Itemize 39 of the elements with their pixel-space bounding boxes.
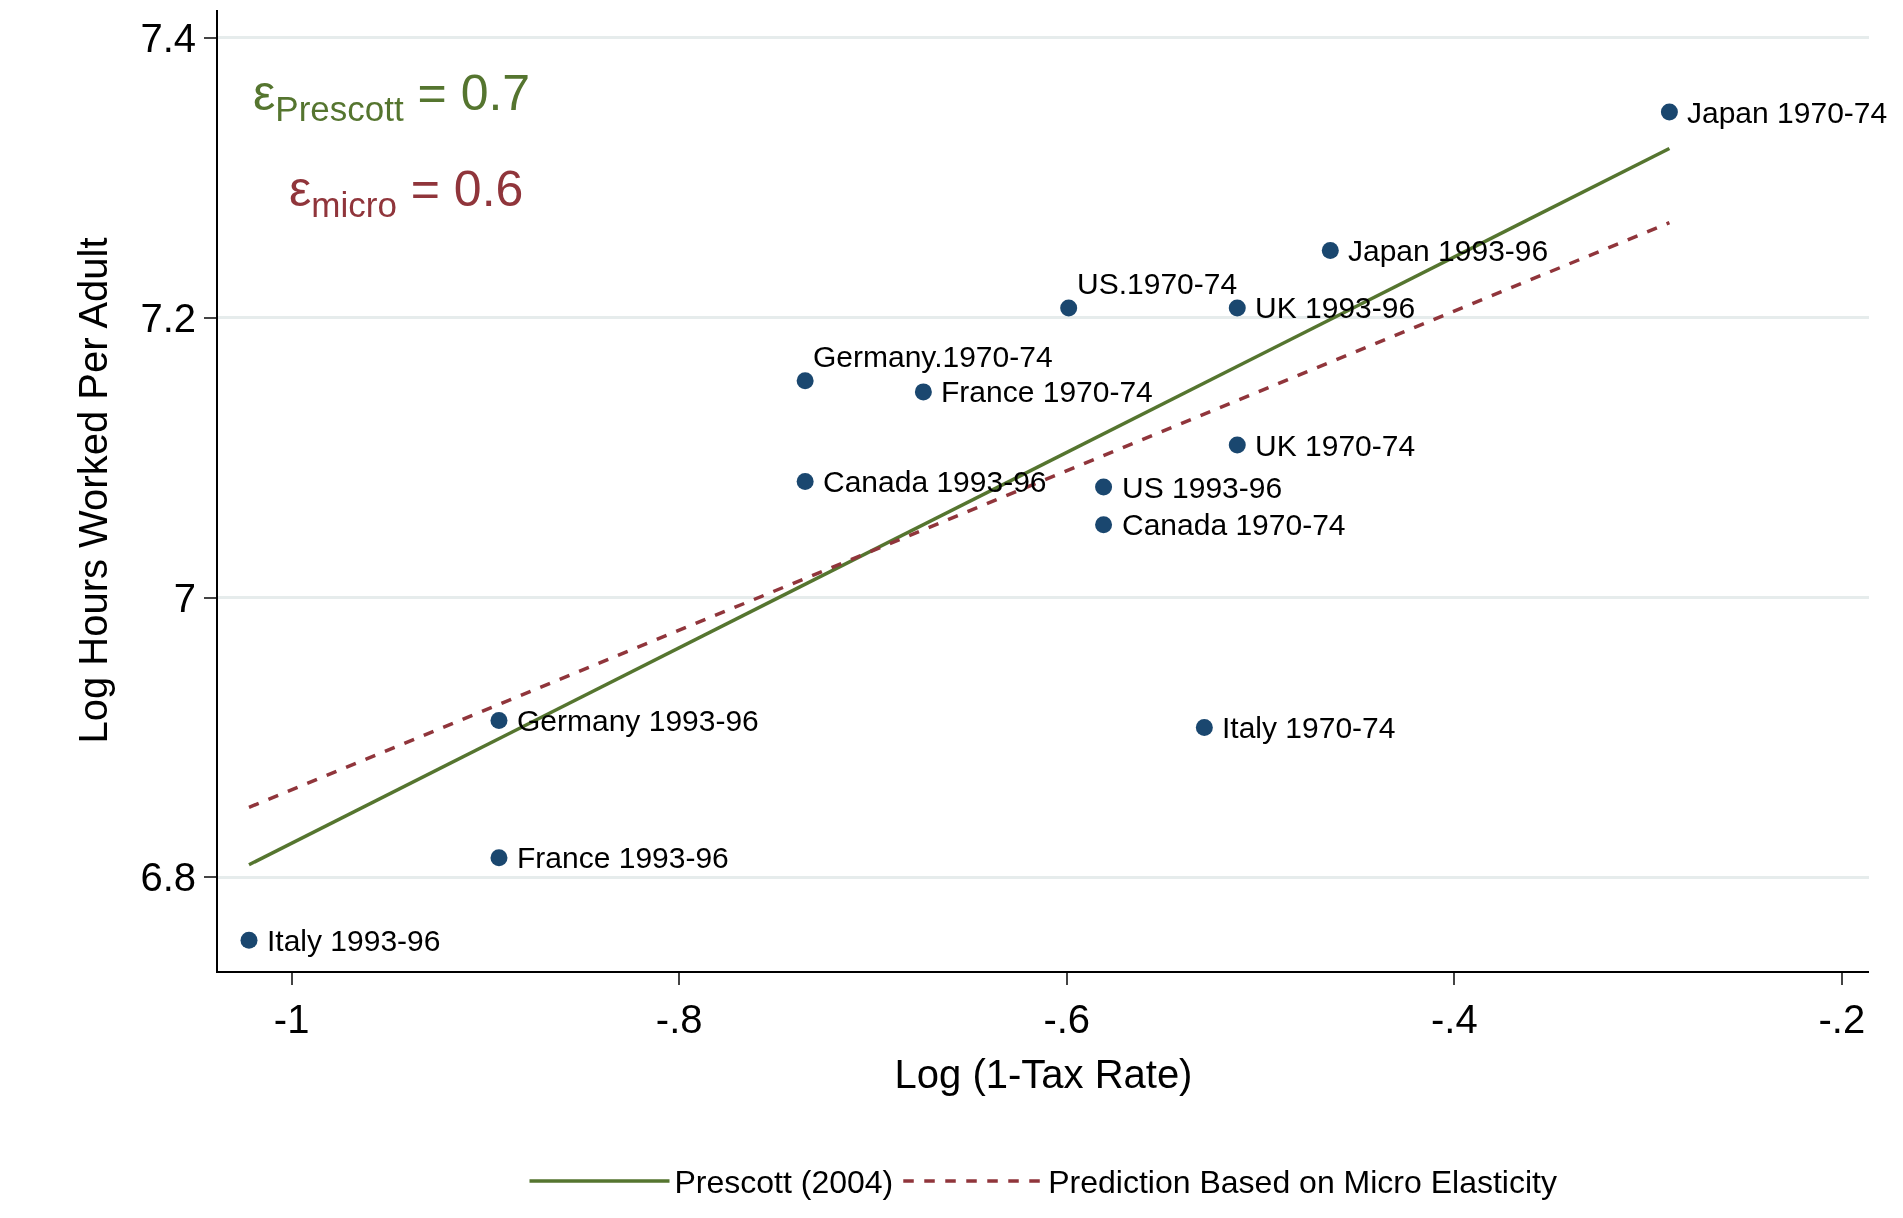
annotation: France 1970-74 <box>941 375 1153 408</box>
point <box>796 372 814 390</box>
point <box>490 849 508 867</box>
annotation: ε$_{Prescott}$ = 0.7 <box>253 65 531 128</box>
annotation: UK 1970-74 <box>1255 429 1416 462</box>
legend-label: Prediction Based on Micro Elasticity <box>1048 1164 1557 1201</box>
point <box>914 383 932 401</box>
x-tick-label: -.2 <box>1818 997 1866 1041</box>
point <box>1095 478 1113 496</box>
point <box>490 712 508 730</box>
annotation: Germany.1970-74 <box>813 340 1053 373</box>
x-tick-label: -.8 <box>655 997 703 1041</box>
y-tick-label: 6.8 <box>140 855 196 900</box>
y-tick-label: 7.2 <box>140 295 196 340</box>
y-tick-label: 7 <box>173 575 196 620</box>
point <box>1228 299 1246 317</box>
point <box>1060 299 1078 317</box>
annotation: US 1993-96 <box>1122 471 1283 504</box>
annotation: France 1993-96 <box>517 841 729 874</box>
point <box>1195 719 1213 737</box>
annotation: Italy 1970-74 <box>1222 711 1396 744</box>
point <box>1228 436 1246 454</box>
x-tick-label: -.4 <box>1430 997 1478 1041</box>
annotation: Canada 1970-74 <box>1122 508 1346 541</box>
y-tick-label: 7.4 <box>140 15 196 60</box>
point <box>240 931 258 949</box>
x-axis-title: Log (1-Tax Rate) <box>894 1052 1193 1096</box>
x-tick-label: -.6 <box>1043 997 1091 1041</box>
annotation: Italy 1993-96 <box>267 924 441 957</box>
point <box>1660 103 1678 121</box>
point <box>1321 242 1339 260</box>
point <box>796 472 814 490</box>
annotation: ε$_{micro}$ = 0.6 <box>289 161 524 224</box>
legend-label: Prescott (2004) <box>674 1164 894 1201</box>
annotation: Japan 1970-74 <box>1687 96 1888 129</box>
annotation: US.1970-74 <box>1077 267 1238 300</box>
y-axis-title: Log Hours Worked Per Adult <box>71 237 116 744</box>
x-tick-label: -1 <box>273 997 310 1041</box>
point <box>1095 516 1113 534</box>
